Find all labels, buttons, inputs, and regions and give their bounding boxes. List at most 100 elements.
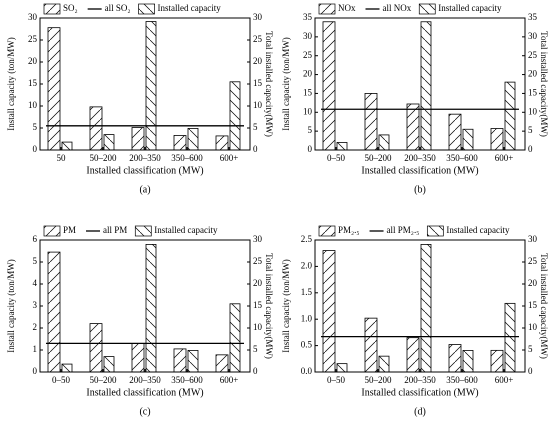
x-tick-label: 200–350	[404, 375, 436, 385]
y2-tick-label: 10	[253, 100, 263, 110]
legend-label: all NOx	[383, 3, 412, 13]
y2-tick-label: 10	[253, 322, 263, 332]
bar	[47, 27, 61, 151]
y2-tick-label: 30	[528, 31, 538, 41]
legend-label: SO₂	[63, 3, 78, 13]
y-tick-label: 35	[303, 12, 313, 22]
y2-tick-label: 15	[528, 300, 538, 310]
y2-tick-label: 0	[253, 144, 258, 154]
bar	[462, 350, 474, 373]
y2-tick-label: 10	[528, 322, 538, 332]
bar	[322, 21, 336, 151]
bar	[89, 106, 103, 151]
bar	[504, 302, 516, 373]
bar	[103, 134, 115, 151]
bar	[336, 142, 348, 151]
y2-tick-label: 25	[528, 50, 538, 60]
y-tick-label: 10	[303, 106, 313, 116]
legend-swatch	[134, 225, 152, 237]
y2-tick-label: 30	[253, 234, 263, 244]
y-axis-title: Install capacity (ton/MW)	[281, 259, 291, 352]
legend-swatch	[318, 225, 336, 237]
x-tick-label: 50–200	[365, 153, 393, 163]
x-tick-label: 600+	[495, 375, 514, 385]
bar	[215, 135, 229, 151]
x-tick-label: 350–600	[171, 375, 203, 385]
bar	[364, 317, 378, 373]
bar	[131, 127, 145, 151]
panel-label: (a)	[139, 184, 150, 195]
panel: 0.0 0.5 1.0 1.5 2.0 2.5 0 5 10 15 20 25 30 0–50 50–200…	[281, 225, 549, 417]
x-tick-label: 600+	[220, 375, 239, 385]
y2-axis-title: Total installed capacity(MW)	[539, 253, 549, 359]
x-tick-label: 350–600	[446, 153, 478, 163]
legend-label: Installed capacity	[154, 225, 218, 235]
y-tick-label: 30	[28, 12, 38, 22]
y2-tick-label: 25	[253, 256, 263, 266]
x-tick-label: 350–600	[446, 375, 478, 385]
x-tick-label: 0–50	[52, 375, 71, 385]
bar	[490, 349, 504, 373]
legend-swatch	[43, 3, 61, 15]
y2-tick-label: 15	[253, 78, 263, 88]
bar	[47, 251, 61, 373]
y-tick-label: 4	[33, 278, 38, 288]
y2-tick-label: 0	[528, 144, 533, 154]
x-tick-label: 200–350	[404, 153, 436, 163]
bar	[145, 243, 157, 373]
legend-label: all PM	[103, 225, 127, 235]
panel-label: (c)	[139, 406, 150, 417]
x-axis-title: Installed classification (MW)	[361, 165, 478, 176]
y2-tick-label: 5	[528, 344, 533, 354]
y-tick-label: 0.5	[301, 340, 313, 350]
x-tick-label: 50–200	[365, 375, 393, 385]
y2-tick-label: 25	[253, 34, 263, 44]
y2-tick-label: 20	[253, 278, 263, 288]
x-tick-label: 0–50	[327, 153, 346, 163]
bar	[322, 250, 336, 373]
y-tick-label: 1	[33, 344, 38, 354]
y-tick-label: 5	[33, 122, 38, 132]
y2-tick-label: 30	[528, 234, 538, 244]
bar	[448, 344, 462, 373]
bar	[89, 323, 103, 373]
y-tick-label: 0.0	[301, 366, 313, 376]
y2-tick-label: 20	[528, 278, 538, 288]
bar	[378, 134, 390, 151]
bar	[173, 135, 187, 151]
panel: 0 5 10 15 20 25 30 35 0 5 10 15 20 25 30 35 0–50 50–200 20…	[281, 3, 549, 195]
y-tick-label: 15	[28, 78, 38, 88]
legend-label: Installed capacity	[438, 3, 502, 13]
bar	[406, 103, 420, 151]
x-axis-title: Installed classification (MW)	[361, 387, 478, 398]
x-tick-label: 50–200	[90, 153, 118, 163]
bar	[61, 363, 73, 373]
y2-axis-title: Total installed capacity(MW)	[264, 31, 274, 137]
bar	[378, 355, 390, 373]
y2-tick-label: 30	[253, 12, 263, 22]
y-tick-label: 10	[28, 100, 38, 110]
y-tick-label: 6	[33, 234, 38, 244]
legend-swatch	[418, 3, 436, 15]
bar	[173, 348, 187, 373]
y-tick-label: 20	[28, 56, 38, 66]
x-axis-title: Installed classification (MW)	[86, 387, 203, 398]
y-tick-label: 1.0	[301, 313, 313, 323]
y-tick-label: 25	[28, 34, 38, 44]
y-tick-label: 25	[303, 50, 313, 60]
x-tick-label: 600+	[495, 153, 514, 163]
bar	[103, 356, 115, 373]
y-tick-label: 20	[303, 69, 313, 79]
plot-frame	[39, 17, 251, 151]
panel-label: (b)	[414, 184, 426, 195]
legend-label: NOx	[338, 3, 356, 13]
bar	[229, 81, 241, 151]
y-tick-label: 2	[33, 322, 38, 332]
panel-label: (d)	[414, 406, 426, 417]
legend-label: Installed capacity	[158, 3, 222, 13]
y2-tick-label: 15	[253, 300, 263, 310]
y-tick-label: 5	[33, 256, 38, 266]
y-tick-label: 2.0	[301, 260, 313, 270]
